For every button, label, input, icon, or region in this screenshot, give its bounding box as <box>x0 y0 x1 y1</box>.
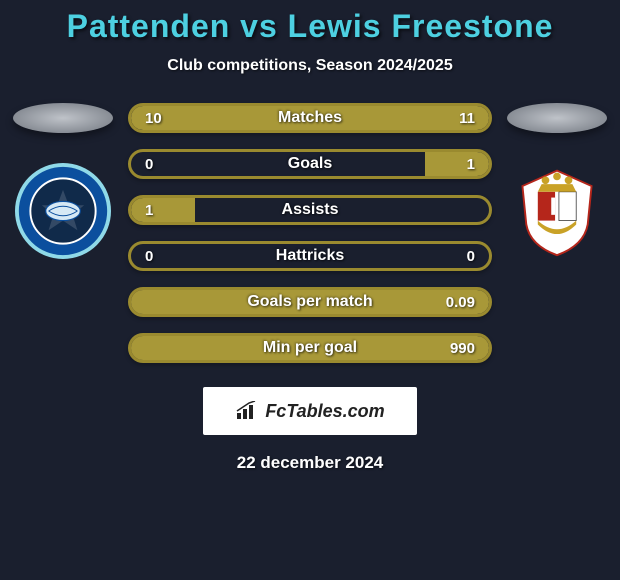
left-club-crest <box>15 163 111 259</box>
stat-bar: Min per goal 990 <box>128 333 492 363</box>
stats-column: 10Matches110Goals11Assists0Hattricks0Goa… <box>118 103 502 379</box>
brand-label: FcTables.com <box>265 401 384 422</box>
subtitle: Club competitions, Season 2024/2025 <box>0 57 620 75</box>
right-player-column <box>502 103 612 259</box>
brand-chart-icon <box>235 401 259 421</box>
left-player-column <box>8 103 118 259</box>
stat-value-right: 990 <box>450 340 475 357</box>
date-label: 22 december 2024 <box>0 453 620 473</box>
main-row: 10Matches110Goals11Assists0Hattricks0Goa… <box>0 103 620 379</box>
stat-label: Goals per match <box>247 293 372 311</box>
stat-label: Hattricks <box>276 247 344 265</box>
stat-bar: 0 Hattricks 0 <box>128 241 492 271</box>
stat-label: Matches <box>278 109 342 127</box>
stat-bar: 0 Goals 1 <box>128 149 492 179</box>
stat-label: Goals <box>288 155 332 173</box>
stat-value-right: 0 <box>467 248 475 265</box>
right-player-silhouette <box>507 103 607 133</box>
stat-value-left: 1 <box>145 202 153 219</box>
stat-bar: 10 Matches 11 <box>128 103 492 133</box>
stat-bar: 1 Assists <box>128 195 492 225</box>
brand-box: FcTables.com <box>203 387 417 435</box>
stat-label: Min per goal <box>263 339 357 357</box>
left-player-silhouette <box>13 103 113 133</box>
stat-value-left: 0 <box>145 248 153 265</box>
comparison-card: Pattenden vs Lewis Freestone Club compet… <box>0 0 620 473</box>
stat-value-right: 0.09 <box>446 294 475 311</box>
right-club-crest <box>509 163 605 259</box>
stat-value-right: 1 <box>467 156 475 173</box>
stat-fill-left <box>131 198 195 222</box>
stat-value-left: 0 <box>145 156 153 173</box>
stat-label: Assists <box>282 201 339 219</box>
stat-value-right: 11 <box>459 110 475 127</box>
page-title: Pattenden vs Lewis Freestone <box>0 8 620 45</box>
stat-value-left: 10 <box>145 110 162 127</box>
stat-fill-right <box>425 152 489 176</box>
stat-bar: Goals per match 0.09 <box>128 287 492 317</box>
